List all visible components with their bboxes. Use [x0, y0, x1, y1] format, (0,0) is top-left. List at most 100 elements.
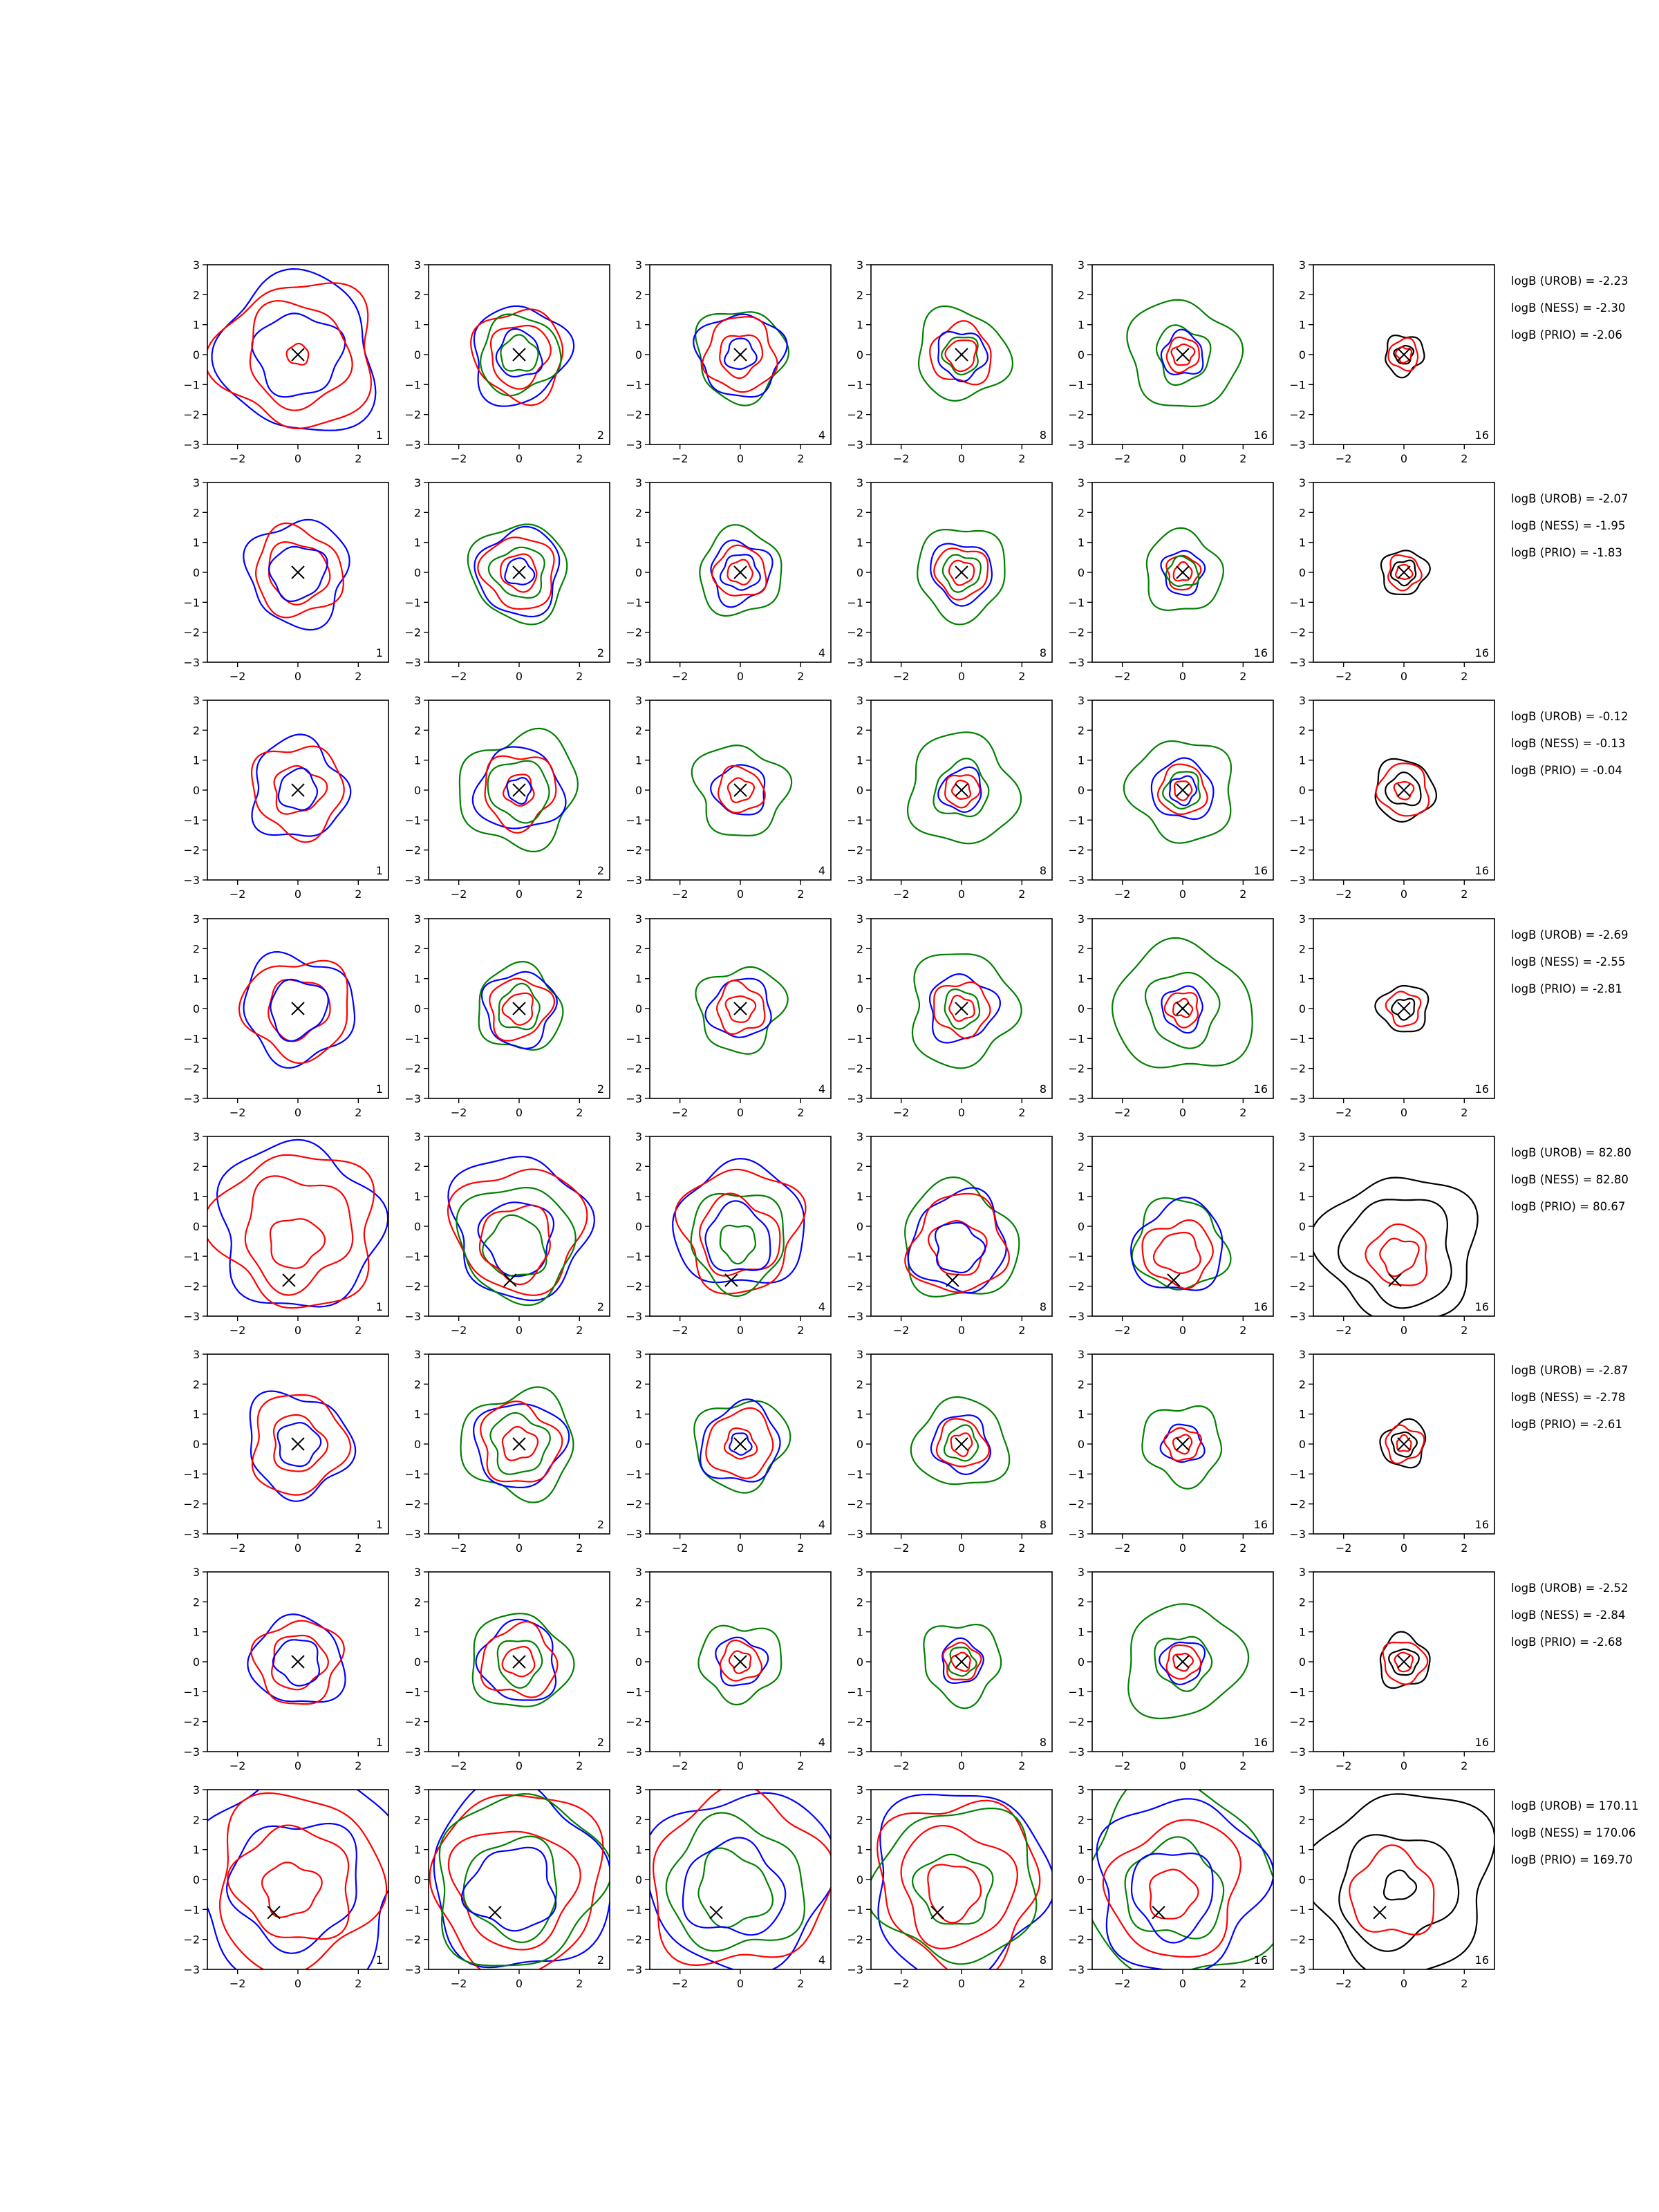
x-tick-label: −2 [229, 452, 246, 465]
y-tick-label: 2 [193, 1595, 200, 1609]
green-contour [1127, 1603, 1250, 1720]
red-contour [1163, 992, 1199, 1029]
x-tick-label: 2 [1239, 1324, 1246, 1337]
x-tick-label: 0 [294, 1977, 301, 1990]
y-tick-label: 0 [1299, 1873, 1306, 1886]
red-contour [1394, 1651, 1414, 1673]
marker-x [291, 1002, 305, 1015]
red-contour [1172, 1434, 1193, 1455]
y-tick-label: 3 [414, 694, 421, 707]
contour-group [429, 1790, 610, 1969]
y-tick-label: −2 [847, 1716, 863, 1729]
y-tick-label: −1 [183, 1903, 200, 1916]
x-tick-label: 0 [958, 452, 965, 465]
y-tick-label: −3 [404, 1092, 421, 1105]
blue-contour [724, 337, 758, 370]
panel-r6-c1: 3 2 1 0 −1 −2 −3 −2 0 2 1 [183, 1348, 389, 1555]
marker-x [733, 1655, 747, 1669]
y-tick-label: −1 [847, 1032, 863, 1045]
blue-contour [216, 1138, 388, 1308]
y-tick-label: 3 [1299, 1783, 1306, 1797]
contour-group [1379, 1418, 1427, 1469]
x-tick-label: 0 [516, 452, 523, 465]
y-tick-label: −2 [183, 1933, 200, 1947]
panel-r2-c6: 3 2 1 0 −1 −2 −3 −2 0 2 16 [1289, 476, 1495, 683]
y-tick-label: 1 [1078, 1626, 1085, 1639]
marker-x [709, 1905, 723, 1920]
green-contour [471, 1613, 575, 1707]
red-contour [1382, 1641, 1429, 1685]
red-contour [942, 1642, 982, 1680]
y-tick-label: −1 [626, 814, 642, 827]
blue-contour [475, 1618, 557, 1701]
contour-group [447, 1155, 596, 1306]
y-tick-label: 0 [856, 1220, 863, 1233]
y-tick-label: 1 [193, 319, 200, 332]
y-tick-label: −1 [404, 596, 421, 609]
x-tick-label: −2 [672, 452, 688, 465]
y-tick-label: 3 [414, 912, 421, 926]
panel-r5-c4: 3 2 1 0 −1 −2 −3 −2 0 2 8 [847, 1130, 1053, 1337]
x-tick-label: 0 [516, 670, 523, 683]
y-tick-label: 0 [414, 1873, 421, 1886]
y-tick-label: −1 [1068, 1685, 1085, 1698]
panel-r6-c3: 3 2 1 0 −1 −2 −3 −2 0 2 4 [626, 1348, 832, 1555]
y-tick-label: 3 [1299, 694, 1306, 707]
y-tick-label: 1 [1078, 1408, 1085, 1421]
contour-group [672, 1157, 807, 1297]
x-tick-label: 0 [294, 888, 301, 901]
blue-contour [474, 525, 561, 618]
black-contour [1374, 984, 1430, 1033]
panel-r4-c3: 3 2 1 0 −1 −2 −3 −2 0 2 4 [626, 912, 832, 1119]
blue-contour [1160, 550, 1206, 596]
contour-group [458, 727, 579, 852]
red-contour [728, 1650, 752, 1674]
marker-x [1397, 1655, 1411, 1669]
red-contour [723, 1427, 758, 1460]
y-tick-label: 2 [1299, 942, 1306, 955]
x-tick-label: 2 [355, 1541, 362, 1555]
panel-label: 2 [597, 1300, 604, 1313]
blue-contour [461, 1846, 557, 1932]
panel-label: 4 [818, 1300, 825, 1313]
y-tick-label: −3 [626, 874, 642, 887]
y-tick-label: 1 [635, 1408, 642, 1421]
y-tick-label: −3 [183, 656, 200, 669]
y-tick-label: 2 [856, 1378, 863, 1391]
y-tick-label: 0 [856, 566, 863, 579]
x-tick-label: 2 [576, 1977, 583, 1990]
x-tick-label: 2 [1018, 1759, 1025, 1772]
marker-x [1167, 1273, 1181, 1287]
y-tick-label: −2 [847, 626, 863, 639]
y-tick-label: 3 [414, 1566, 421, 1579]
x-tick-label: −2 [1335, 1324, 1352, 1337]
blue-contour [1150, 757, 1215, 821]
y-tick-label: 1 [1299, 1408, 1306, 1421]
y-tick-label: 2 [635, 1813, 642, 1826]
y-tick-label: 1 [1299, 1190, 1306, 1203]
y-tick-label: 1 [1078, 973, 1085, 986]
y-tick-label: −3 [1289, 656, 1306, 669]
y-tick-label: −1 [1289, 1903, 1306, 1916]
y-tick-label: −1 [404, 1468, 421, 1481]
contour-group [650, 1790, 831, 1969]
y-tick-label: −2 [1068, 1062, 1085, 1076]
axes-frame [1313, 1789, 1495, 1970]
y-tick-label: −2 [847, 409, 863, 422]
y-tick-label: 2 [1078, 1595, 1085, 1609]
x-tick-label: −2 [451, 1106, 467, 1119]
y-tick-label: −1 [1068, 378, 1085, 391]
panel-r7-c6: 3 2 1 0 −1 −2 −3 −2 0 2 16 [1289, 1566, 1495, 1772]
y-tick-label: −1 [626, 378, 642, 391]
y-tick-label: 2 [193, 1160, 200, 1173]
red-contour [1174, 780, 1193, 801]
x-tick-label: −2 [229, 1324, 246, 1337]
green-contour [1165, 555, 1200, 587]
black-contour [1379, 1418, 1427, 1469]
panel-label: 1 [376, 1953, 383, 1967]
logb-annotations: logB (UROB) = -2.23 logB (NESS) = -2.30 lo… [1511, 274, 1639, 1866]
panel-label: 16 [1475, 646, 1489, 659]
y-tick-label: 2 [856, 1813, 863, 1826]
y-tick-label: −3 [1068, 1528, 1085, 1541]
logb-annotation: logB (UROB) = -2.87 [1511, 1364, 1628, 1377]
